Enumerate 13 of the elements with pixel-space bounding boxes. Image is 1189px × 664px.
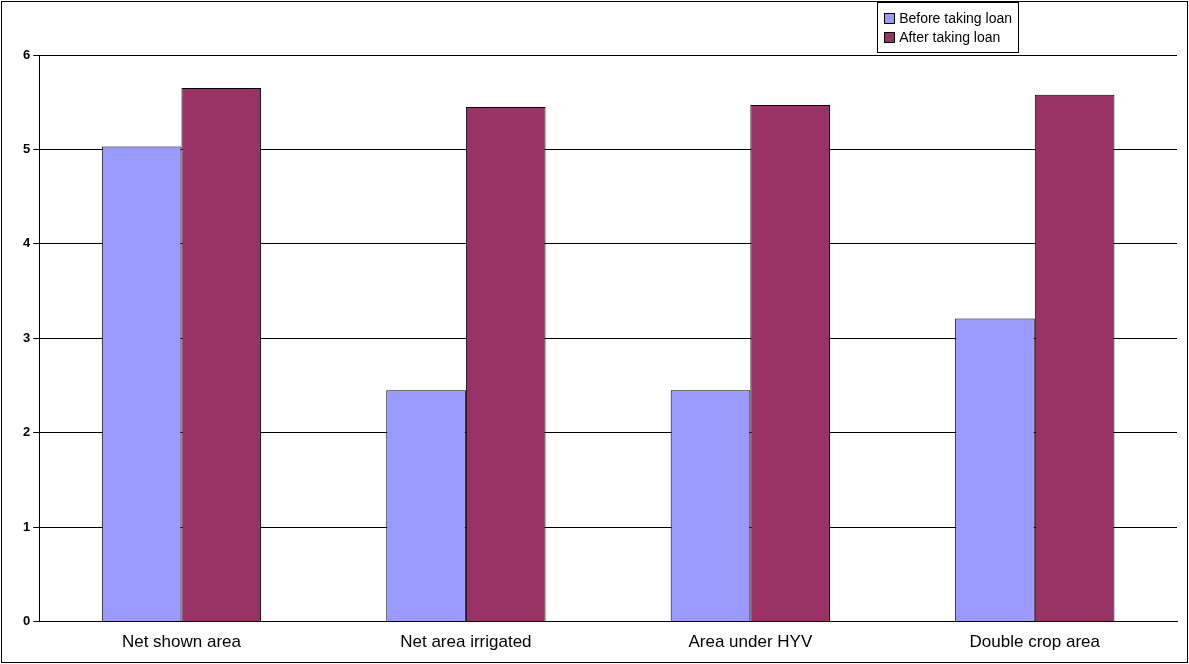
y-tick-label: 5 bbox=[23, 141, 31, 157]
x-tick-label: Double crop area bbox=[969, 632, 1101, 652]
y-tick-label: 0 bbox=[23, 613, 31, 629]
y-tick-label: 1 bbox=[23, 518, 31, 534]
x-tick-label: Net area irrigated bbox=[400, 632, 532, 652]
legend-label: After taking loan bbox=[899, 29, 1001, 45]
y-tick-label: 6 bbox=[23, 46, 31, 62]
legend-label: Before taking loan bbox=[899, 10, 1012, 26]
y-tick-label: 2 bbox=[23, 424, 31, 440]
x-tick-label: Net shown area bbox=[121, 632, 242, 652]
x-tick-label: Area under HYV bbox=[688, 632, 813, 652]
y-tick-label: 3 bbox=[23, 329, 31, 345]
y-tick-label: 4 bbox=[23, 235, 31, 251]
